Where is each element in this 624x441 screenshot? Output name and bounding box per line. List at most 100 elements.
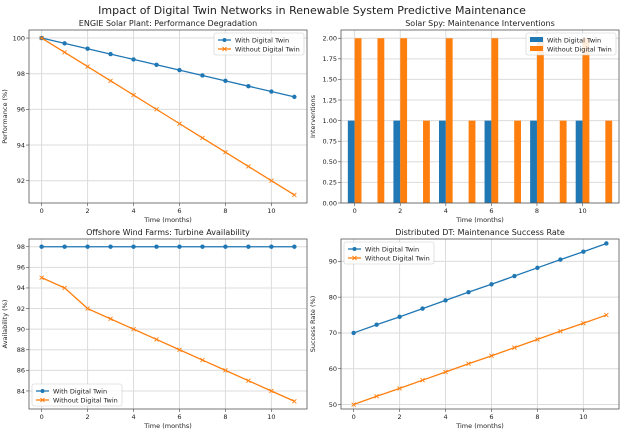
x-tick-label: 2 — [86, 207, 90, 215]
data-point — [558, 328, 563, 334]
legend-label: Without Digital Twin — [53, 396, 118, 404]
legend-box — [31, 383, 123, 407]
legend-box — [213, 32, 305, 56]
subplot-4: 0 2 4 6 8 10 50 60 70 80 90 Distributed DT: Mainten… — [309, 228, 620, 430]
axes-frame — [340, 238, 620, 410]
x-tick-label: 10 — [267, 413, 275, 421]
data-point — [131, 57, 136, 62]
y-tick-label: 92 — [17, 305, 25, 313]
legend-box — [525, 32, 617, 56]
legend-marker — [40, 397, 45, 403]
x-tick-label: 10 — [579, 413, 587, 421]
data-point — [374, 322, 379, 327]
data-point — [269, 178, 274, 184]
bar-without-dt — [423, 120, 430, 203]
y-tick-label: 50 — [329, 401, 337, 409]
x-tick-label: 0 — [40, 413, 44, 421]
bar-without-dt — [354, 38, 362, 203]
bar-with-dt — [393, 120, 401, 203]
data-point — [223, 78, 228, 84]
legend-label: Without Digital Twin — [365, 254, 430, 262]
legend-marker — [352, 247, 357, 251]
x-tick-label: 4 — [131, 413, 135, 421]
x-axis-label: Time (months) — [143, 422, 192, 430]
data-point — [374, 393, 379, 399]
series-line-with-dt — [41, 37, 295, 98]
data-point — [131, 326, 136, 332]
data-point — [466, 361, 471, 367]
y-tick-label: 0.25 — [323, 179, 337, 187]
x-tick-label: 6 — [177, 413, 181, 421]
bar-with-dt — [484, 120, 492, 203]
y-tick-label: 70 — [329, 329, 337, 337]
x-axis-label: Time (months) — [455, 216, 504, 224]
bar-without-dt — [605, 120, 613, 203]
data-point — [62, 49, 67, 55]
data-point — [85, 306, 90, 311]
data-point — [154, 107, 159, 112]
y-tick-label: 94 — [17, 141, 25, 149]
data-point — [246, 83, 251, 89]
data-point — [443, 298, 448, 303]
data-point — [177, 244, 182, 249]
data-point — [62, 244, 67, 249]
y-tick-label: 1.50 — [323, 76, 337, 84]
x-tick-label: 4 — [131, 207, 135, 215]
data-point — [269, 388, 274, 394]
bar-without-dt — [514, 120, 522, 203]
x-tick-label: 6 — [489, 207, 493, 215]
x-tick-label: 4 — [443, 413, 447, 421]
data-point — [558, 257, 563, 262]
legend-label: With Digital Twin — [235, 36, 289, 44]
data-point — [397, 314, 402, 320]
x-tick-label: 2 — [398, 207, 402, 215]
data-point — [269, 89, 274, 94]
y-tick-label: 94 — [17, 284, 25, 292]
data-point — [420, 377, 425, 383]
bar-without-dt — [445, 38, 453, 203]
data-point — [85, 46, 90, 51]
y-tick-label: 96 — [17, 264, 25, 272]
y-axis-label: Performance (%) — [1, 89, 9, 144]
legend-box — [343, 241, 435, 265]
y-tick-label: 0.50 — [323, 158, 337, 166]
data-point — [108, 78, 113, 84]
axes-frame — [28, 238, 308, 410]
bar-with-dt — [347, 120, 355, 203]
data-point — [131, 244, 136, 249]
x-tick-label: 6 — [489, 413, 493, 421]
x-axis-label: Time (months) — [143, 216, 192, 224]
axes-frame — [28, 29, 308, 204]
legend-marker — [222, 46, 227, 52]
y-tick-label: 98 — [17, 243, 25, 251]
data-point — [443, 369, 448, 375]
legend-label: With Digital Twin — [547, 36, 601, 44]
y-axis-label: Availability (%) — [1, 300, 9, 349]
data-point — [177, 67, 182, 73]
x-tick-label: 6 — [177, 207, 181, 215]
data-point — [108, 316, 113, 322]
legend-label: With Digital Twin — [53, 387, 107, 395]
legend-marker — [352, 255, 357, 261]
y-tick-label: 90 — [329, 258, 337, 266]
x-tick-label: 2 — [398, 413, 402, 421]
x-tick-label: 4 — [444, 207, 448, 215]
x-tick-label: 0 — [40, 207, 44, 215]
x-tick-label: 8 — [223, 413, 227, 421]
y-tick-label: 84 — [17, 387, 25, 395]
bar-without-dt — [582, 38, 590, 203]
data-point — [200, 73, 205, 78]
data-point — [604, 241, 609, 246]
data-point — [85, 244, 90, 249]
data-point — [292, 94, 297, 100]
x-tick-label: 2 — [86, 413, 90, 421]
data-point — [581, 320, 586, 326]
data-point — [489, 282, 494, 287]
subplot-title: Distributed DT: Maintenance Success Rate — [395, 228, 565, 237]
bar-without-dt — [491, 38, 499, 203]
subplot-title: Solar Spy: Maintenance Interventions — [405, 19, 555, 28]
bar-without-dt — [559, 120, 567, 203]
bar-with-dt — [530, 120, 537, 203]
